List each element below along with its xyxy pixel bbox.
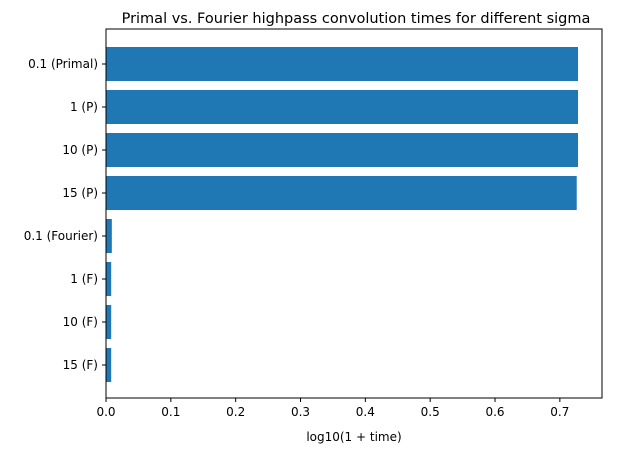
x-tick-label: 0.7 (550, 405, 569, 419)
y-tick-label: 1 (F) (70, 272, 98, 286)
bar (106, 90, 579, 124)
x-tick-label: 0.6 (485, 405, 504, 419)
x-axis-label: log10(1 + time) (306, 430, 401, 444)
bar (106, 219, 112, 253)
bar (106, 176, 577, 210)
plot-frame (105, 28, 603, 399)
y-tick-label: 10 (F) (63, 315, 98, 329)
x-tick-label: 0.3 (291, 405, 310, 419)
y-axis-ticks: 0.1 (Primal) 1 (P) 10 (P) 15 (P) 0.1 (Fourie… (24, 57, 106, 372)
x-tick-label: 0.4 (356, 405, 375, 419)
x-axis-ticks: 0.0 0.1 0.2 0.3 0.4 0.5 0.6 0.7 (96, 398, 569, 419)
x-tick-label: 0.0 (96, 405, 115, 419)
chart-title: Primal vs. Fourier highpass convolution … (122, 11, 591, 27)
bar (106, 262, 112, 296)
y-tick-label: 0.1 (Primal) (28, 57, 98, 71)
bar (106, 47, 579, 81)
x-tick-label: 0.2 (226, 405, 245, 419)
bars-group (106, 47, 579, 382)
x-tick-label: 0.1 (161, 405, 180, 419)
y-tick-label: 15 (P) (62, 186, 98, 200)
y-tick-label: 15 (F) (63, 358, 98, 372)
bar (106, 133, 579, 167)
bar (106, 305, 112, 339)
x-tick-label: 0.5 (421, 405, 440, 419)
y-tick-label: 0.1 (Fourier) (24, 229, 98, 243)
y-tick-label: 10 (P) (62, 143, 98, 157)
bar (106, 348, 112, 382)
y-tick-label: 1 (P) (70, 100, 98, 114)
